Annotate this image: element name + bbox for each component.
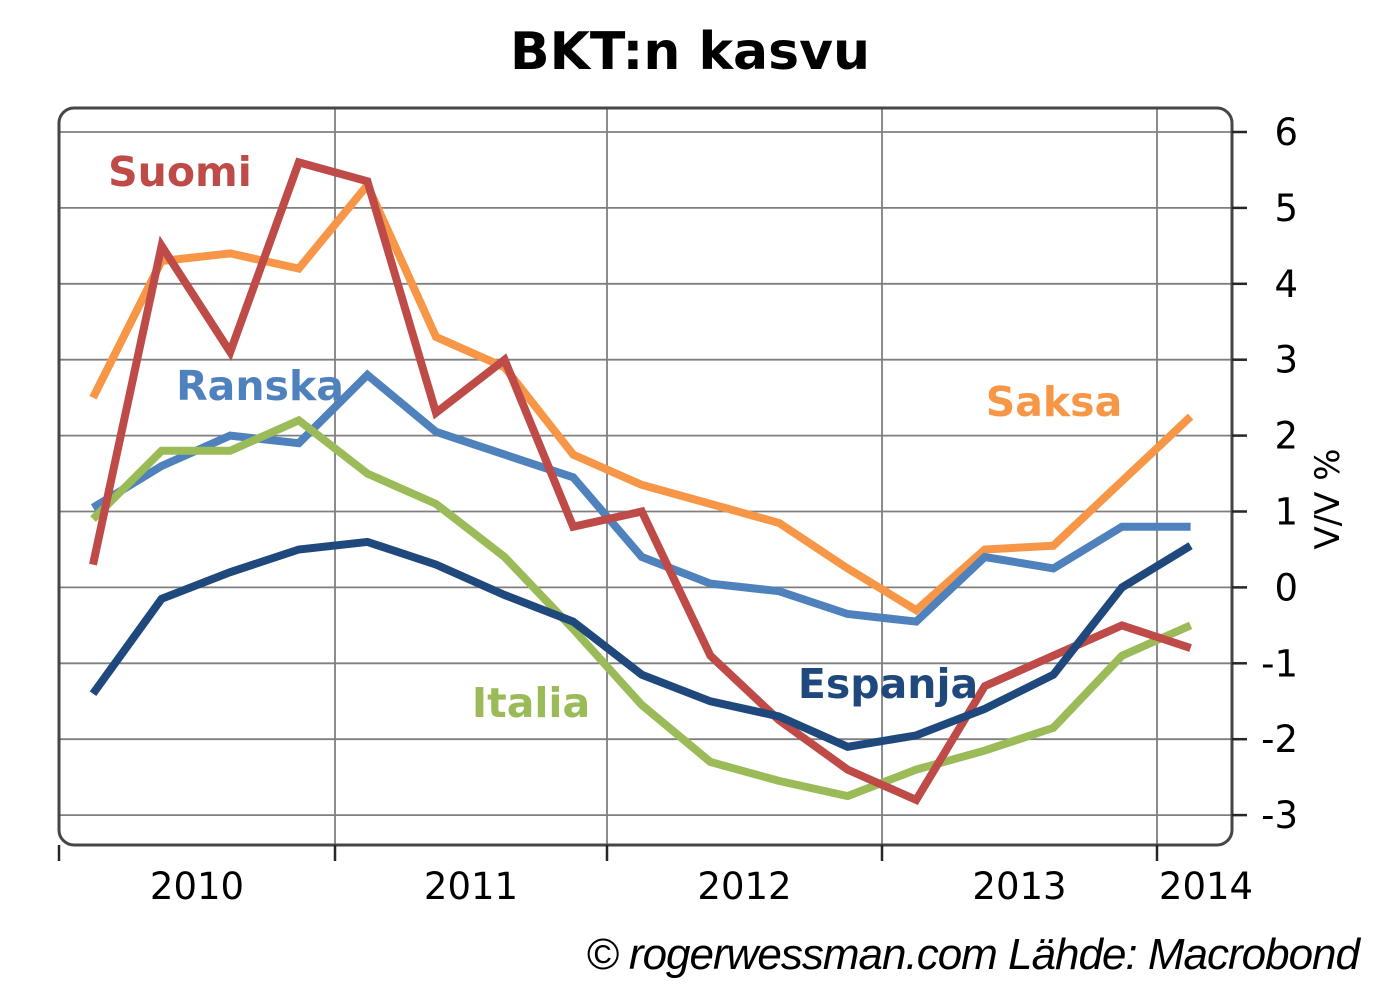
- series-label-ranska: Ranska: [176, 362, 344, 410]
- chart-title: BKT:n kasvu: [509, 22, 871, 82]
- y-tick-label: 2: [1274, 415, 1298, 458]
- series-line-espanja: [89, 537, 1193, 751]
- x-tick-label: 2013: [972, 865, 1066, 908]
- y-tick-label: -2: [1261, 718, 1298, 761]
- series-label-italia: Italia: [472, 679, 590, 727]
- series-label-saksa: Saksa: [986, 378, 1123, 426]
- series-label-espanja: Espanja: [798, 660, 978, 708]
- series-line-italia: [90, 415, 1193, 801]
- y-tick-label: 0: [1274, 566, 1298, 609]
- series-label-suomi: Suomi: [108, 148, 252, 196]
- y-tick-label: -1: [1261, 642, 1298, 685]
- plot-frame: [57, 106, 1234, 847]
- x-tick-label: 2011: [424, 865, 518, 908]
- x-tick-label: 2010: [150, 865, 244, 908]
- series-line-suomi: [89, 157, 1192, 805]
- y-axis-title: V/V %: [1308, 448, 1348, 550]
- y-tick-label: 1: [1274, 491, 1298, 534]
- y-tick-label: 6: [1274, 111, 1298, 154]
- y-tick-label: 4: [1274, 263, 1298, 306]
- series-line-saksa: [89, 177, 1194, 616]
- x-tick-label: 2012: [697, 865, 791, 908]
- y-tick-label: -3: [1261, 794, 1298, 837]
- y-tick-label: 3: [1274, 339, 1298, 382]
- x-tick-label: 2014: [1159, 865, 1253, 908]
- y-tick-label: 5: [1274, 187, 1298, 230]
- footer-credit: © rogerwessman.com Lähde: Macrobond: [586, 930, 1360, 979]
- series-line-ranska: [90, 369, 1191, 626]
